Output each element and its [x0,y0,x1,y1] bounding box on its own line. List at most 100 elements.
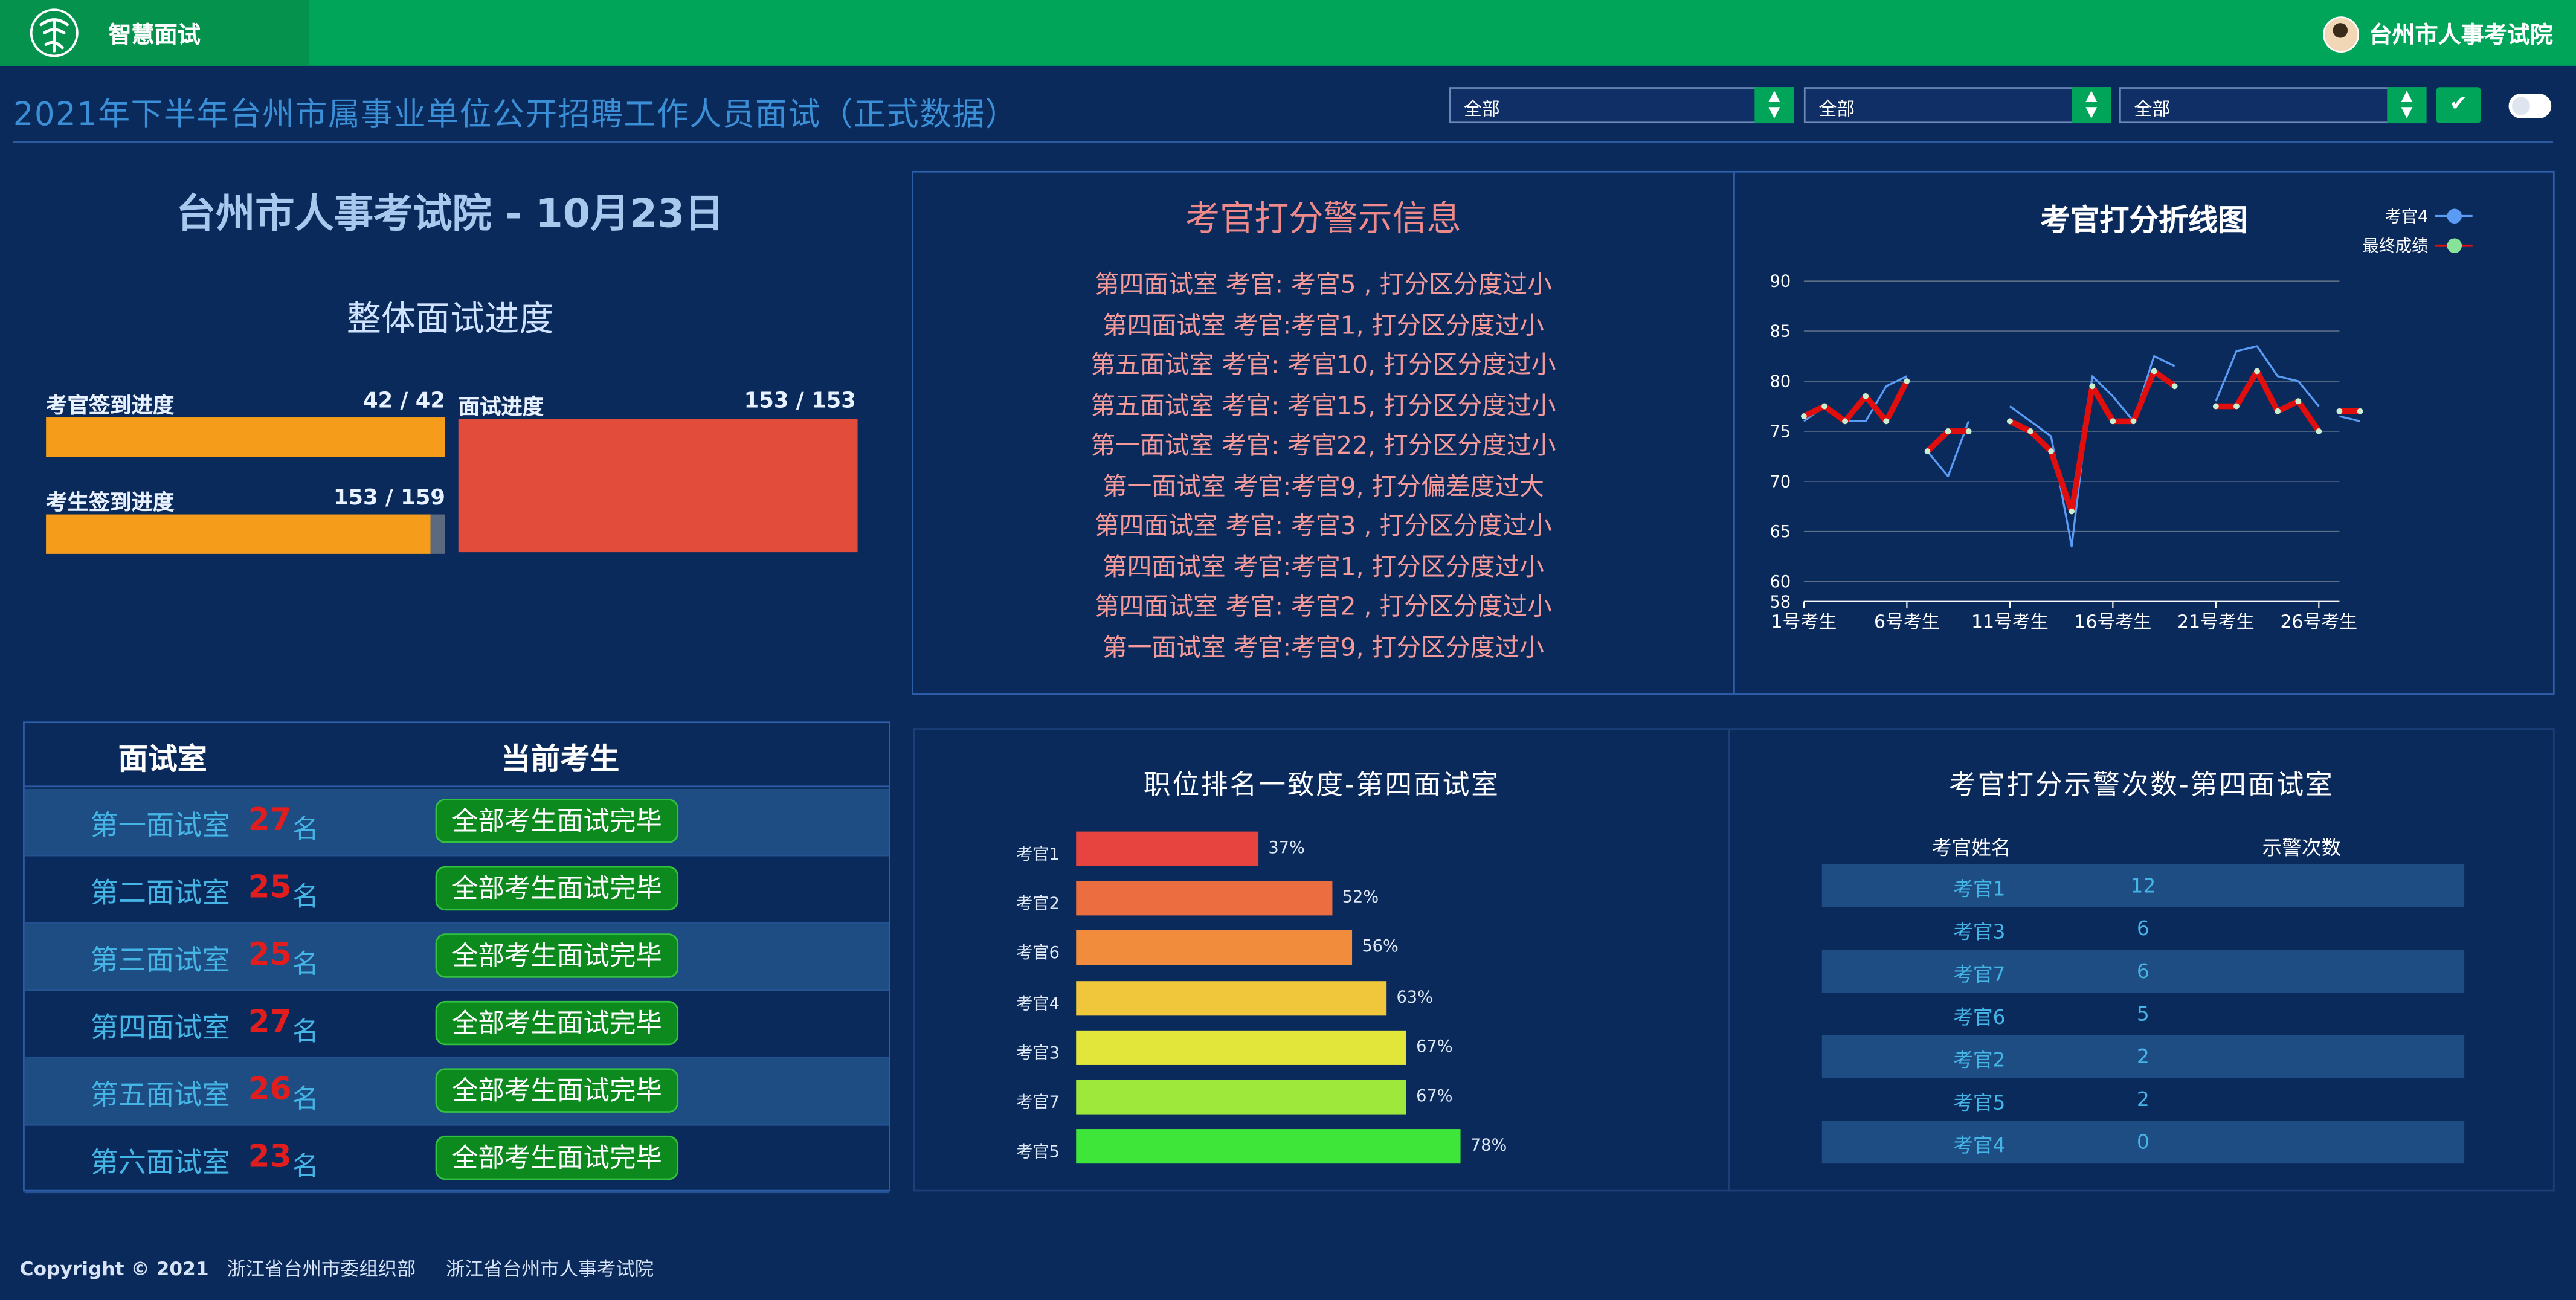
table-row[interactable]: 考官5 2 [1822,1078,2464,1121]
examiner-checkin-bar [46,417,445,457]
table-row[interactable]: 第四面试室 27 名 全部考生面试完毕 [24,991,889,1059]
data-point [2233,403,2240,410]
room-candidate-count: 23 [248,1139,292,1176]
rank-bar [1076,1080,1406,1115]
data-point [1904,378,1910,384]
warning-count-value: 6 [2137,917,2149,941]
avatar [2323,16,2360,53]
data-point [2336,408,2343,414]
candidate-checkin-bar [46,514,431,554]
data-point [1842,418,1848,425]
rank-value-label: 52% [1342,889,1379,908]
rank-chart-title: 职位排名一致度-第四面试室 [1143,769,1500,800]
status-badge: 全部考生面试完毕 [435,1068,679,1113]
line-chart-panel: 考官打分折线图 58 60 65 70 75 80 85 90 1号考生 6号考生 11号考生 16号… [1733,170,2555,695]
count-unit: 名 [292,948,319,980]
candidate-checkin-value: 153 / 159 [333,486,445,512]
status-badge: 全部考生面试完毕 [435,933,679,978]
data-point [2110,418,2116,425]
filter-select-2-value: 全部 [1818,98,1855,120]
y-tick-label: 58 [1770,593,1791,611]
warning-item: 第四面试室 考官:考官1, 打分区分度过小 [1102,551,1545,581]
table-row[interactable]: 第一面试室 27 名 全部考生面试完毕 [24,788,889,857]
brand-area[interactable]: 智慧面试 [0,0,309,66]
warning-item: 第一面试室 考官:考官9, 打分偏差度过大 [1102,471,1545,501]
table-row[interactable]: 考官2 2 [1821,1035,2465,1078]
line-chart: 58 60 65 70 75 80 85 90 1号考生 6号考生 11号考生 16号考生 21号考生 2… [1770,207,2473,632]
room-candidate-count: 25 [248,869,292,906]
room-name: 第二面试室 [90,877,230,911]
legend-label: 最终成绩 [2363,237,2429,256]
footer-org-1: 浙江省台州市委组织部 [227,1257,416,1281]
confirm-button[interactable]: ✔ [2436,87,2481,124]
x-tick-label: 16号考生 [2074,611,2151,632]
data-point [2069,508,2075,515]
candidate-checkin-label: 考生签到进度 [46,491,175,516]
data-point [2295,398,2302,405]
filter-select-2[interactable]: 全部 ▲ ▼ [1803,87,2111,124]
toggle-switch[interactable] [2508,94,2552,118]
status-badge: 全部考生面试完毕 [435,799,679,843]
rank-chart-panel: 职位排名一致度-第四面试室 考官1 37% 考官2 52% 考官6 56% 考官4 63% 考官… [913,728,1730,1192]
user-menu[interactable]: 台州市人事考试院 [2323,16,2553,53]
data-point [1883,418,1890,425]
y-tick-label: 70 [1770,472,1791,491]
data-point [2254,368,2260,375]
table-row[interactable]: 考官6 5 [1822,993,2464,1035]
rooms-table: 面试室 当前考生 第一面试室 27 名全部考生面试完毕 第二面试室 25 名全部考生面试完… [23,721,890,1194]
series-line [2339,415,2360,422]
table-row[interactable]: 考官1 12 [1821,864,2465,907]
app-title: 智慧面试 [108,23,201,50]
rank-value-label: 78% [1470,1138,1507,1156]
y-tick-label: 60 [1770,573,1791,591]
line-chart-title: 考官打分折线图 [2040,204,2248,239]
data-point [2316,428,2322,434]
table-row[interactable]: 第三面试室 25 名 全部考生面试完毕 [24,923,889,991]
line-chart-legend[interactable]: 考官4 最终成绩 [2363,207,2473,256]
user-name: 台州市人事考试院 [2369,23,2553,50]
warning-count-cell: 6 [1822,960,2464,983]
warning-item: 第五面试室 考官: 考官15, 打分区分度过小 [1090,390,1556,420]
top-bar [0,0,2576,66]
warning-item: 第一面试室 考官: 考官22, 打分区分度过小 [1090,430,1556,460]
table-row[interactable]: 考官7 6 [1821,950,2465,993]
rank-value-label: 67% [1416,1038,1453,1057]
series-line [1925,428,1969,454]
table-row[interactable]: 第二面试室 25 名 全部考生面试完毕 [24,856,889,924]
warning-item: 第一面试室 考官:考官9, 打分区分度过小 [1102,632,1545,662]
series-line [2009,355,2175,548]
data-point [1821,403,1827,410]
table-row[interactable]: 考官3 6 [1822,907,2464,950]
table-row[interactable]: 第六面试室 23 名 全部考生面试完毕 [24,1126,889,1194]
legend-marker [2447,208,2462,224]
series-line [1802,379,1910,425]
table-row[interactable]: 第五面试室 26 名 全部考生面试完毕 [24,1058,889,1126]
data-point [2048,448,2054,454]
count-unit: 名 [292,1015,319,1047]
table-row[interactable]: 考官4 0 [1821,1121,2465,1164]
room-candidate-count: 27 [248,1004,292,1041]
page-title: 2021年下半年台州市属事业单位公开招聘工作人员面试（正式数据） [13,95,1019,134]
rank-value-label: 56% [1362,939,1399,957]
rank-bar [1076,831,1259,866]
y-tick-label: 75 [1770,422,1791,441]
warning-item: 第四面试室 考官: 考官3 , 打分区分度过小 [1094,511,1553,541]
warning-item: 第四面试室 考官: 考官5 , 打分区分度过小 [1094,269,1553,300]
filter-select-1-value: 全部 [1463,98,1500,120]
rank-category-label: 考官7 [1016,1094,1060,1113]
status-badge: 全部考生面试完毕 [435,866,679,911]
status-badge: 全部考生面试完毕 [435,1135,679,1180]
series-line [2215,368,2322,433]
examiner-name: 考官7 [1953,963,2006,986]
filter-select-3[interactable]: 全部 ▲ ▼ [2119,87,2427,124]
examiner-name: 考官6 [1953,1006,2006,1029]
warning-count-value: 12 [2130,874,2156,898]
count-unit: 名 [292,1150,319,1182]
title-divider [13,141,2553,143]
room-candidate-count: 27 [248,802,292,838]
filter-select-1[interactable]: 全部 ▲ ▼ [1449,87,1794,124]
rank-category-label: 考官1 [1016,846,1060,865]
series-line [1927,420,1970,478]
data-point [1801,413,1807,419]
room-column-header: 面试室 [118,742,207,777]
